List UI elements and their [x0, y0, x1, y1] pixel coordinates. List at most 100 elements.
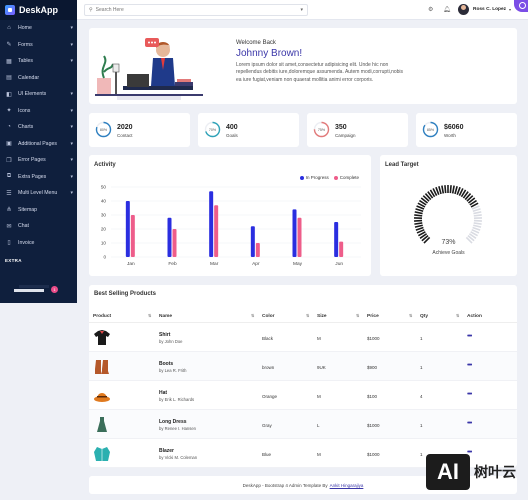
product-name[interactable]: Hat	[159, 390, 168, 396]
footer-link[interactable]: Ankit Hingarajiya	[329, 482, 364, 488]
gauge-tick	[471, 228, 480, 234]
bar-complete-may[interactable]	[297, 217, 302, 257]
gauge-percent: 73%	[441, 239, 456, 246]
dropdown-icon[interactable]: ▾	[300, 7, 303, 13]
sidebar-item-invoice[interactable]: ▯ Invoice	[0, 235, 77, 252]
copy-icon: ⧉	[6, 173, 12, 180]
more-actions-icon[interactable]: •••	[467, 449, 472, 456]
column-header[interactable]: Product	[93, 314, 112, 319]
sort-icon[interactable]: ⇅	[148, 313, 152, 318]
y-tick-label: 50	[101, 185, 107, 190]
user-name[interactable]: Ross C. Lopez	[473, 7, 507, 12]
column-header[interactable]: Name	[159, 314, 173, 319]
product-color: brown	[262, 365, 275, 370]
sort-icon[interactable]: ⇅	[306, 313, 310, 318]
product-name[interactable]: Long Dress	[159, 419, 187, 425]
sidebar-item-charts[interactable]: ◔ Charts ▾	[0, 119, 77, 136]
sidebar-item-label: Error Pages	[18, 157, 46, 164]
sidebar-item-icons[interactable]: ✦ Icons ▾	[0, 103, 77, 120]
sidebar-item-extra-pages[interactable]: ⧉ Extra Pages ▾	[0, 169, 77, 186]
sidebar-item-home[interactable]: ⌂ Home ▾	[0, 20, 77, 37]
sort-icon[interactable]: ⇅	[409, 313, 413, 318]
chevron-down-icon[interactable]: ▾	[70, 140, 73, 147]
product-color: Orange	[262, 394, 278, 399]
chevron-down-icon[interactable]: ▾	[70, 124, 73, 131]
sort-icon[interactable]: ⇅	[251, 313, 255, 318]
sort-icon[interactable]: ⇅	[456, 313, 460, 318]
table-row[interactable]: Boots by Lea R. Frith brown 9UK $900 1 •••	[89, 352, 517, 381]
extra-section-label: EXTRA	[5, 258, 22, 263]
table-row[interactable]: Hat by Erik L. Richards Orange M $100 4 •••	[89, 381, 517, 410]
sidebar-item-multi-level-menu[interactable]: ☰ Multi Level Menu ▾	[0, 185, 77, 202]
chevron-down-icon[interactable]: ▾	[70, 25, 73, 32]
chevron-down-icon[interactable]: ▾	[70, 107, 73, 114]
product-name[interactable]: Boots	[159, 361, 174, 367]
product-price: $900	[367, 365, 378, 370]
bar-in-progress-jan[interactable]	[125, 201, 130, 257]
settings-corner-icon[interactable]	[514, 0, 528, 12]
more-actions-icon[interactable]: •••	[467, 362, 472, 369]
chevron-down-icon[interactable]: ▾	[70, 190, 73, 197]
column-header[interactable]: Qty	[420, 314, 428, 319]
bar-complete-jan[interactable]	[130, 215, 135, 257]
bar-in-progress-apr[interactable]	[250, 226, 255, 257]
table-row[interactable]: Long Dress by Renee I. Hansen Gray L $1000 1 •…	[89, 410, 517, 439]
sidebar-item-chat[interactable]: ✉ Chat	[0, 218, 77, 235]
gauge-tick	[473, 214, 482, 217]
product-size: L	[317, 423, 320, 428]
bar-complete-mar[interactable]	[214, 205, 219, 257]
product-name[interactable]: Blazer	[159, 448, 175, 454]
column-header[interactable]: Color	[262, 314, 275, 319]
column-header[interactable]: Price	[367, 314, 379, 319]
sidebar-item-ui-elements[interactable]: ◧ UI Elements ▾	[0, 86, 77, 103]
gauge-tick	[460, 189, 467, 198]
sidebar-item-tables[interactable]: ▦ Tables ▾	[0, 53, 77, 70]
avatar[interactable]	[458, 4, 469, 15]
bar-complete-jun[interactable]	[339, 241, 344, 257]
more-actions-icon[interactable]: •••	[467, 420, 472, 427]
stat-card-campaign: 75% 350 Campaign	[307, 113, 408, 147]
gauge-tick	[415, 208, 424, 213]
more-actions-icon[interactable]: •••	[467, 333, 472, 340]
product-name[interactable]: Shirt	[159, 332, 171, 338]
bar-in-progress-mar[interactable]	[209, 191, 214, 257]
chevron-down-icon[interactable]: ▾	[509, 7, 512, 12]
sidebar-item-forms[interactable]: ✎ Forms ▾	[0, 37, 77, 54]
extra-item[interactable]	[0, 275, 77, 289]
product-qty: 1	[420, 452, 423, 457]
chevron-down-icon[interactable]: ▾	[70, 58, 73, 65]
sidebar-item-sitemap[interactable]: ⋔ Sitemap	[0, 202, 77, 219]
bar-complete-feb[interactable]	[172, 229, 177, 257]
gauge-tick	[473, 211, 482, 215]
table-row[interactable]: Blazer by Vicki M. Coleman Blue M $1000 1 •••	[89, 439, 517, 468]
column-header[interactable]: Size	[317, 314, 327, 319]
welcome-name: Johnny Brown!	[236, 48, 303, 59]
search-input[interactable]	[95, 7, 276, 13]
table-row[interactable]: Shirt by John Doe Black M $1000 1 •••	[89, 323, 517, 352]
brand[interactable]: DeskApp	[0, 0, 77, 20]
legend-item-complete[interactable]: Complete	[333, 175, 359, 180]
sidebar-item-error-pages[interactable]: ❐ Error Pages ▾	[0, 152, 77, 169]
more-actions-icon[interactable]: •••	[467, 391, 472, 398]
bar-in-progress-feb[interactable]	[167, 217, 172, 257]
sort-icon[interactable]: ⇅	[356, 313, 360, 318]
gauge-tick	[468, 233, 477, 239]
bar-complete-apr[interactable]	[255, 243, 260, 257]
chart-legend[interactable]: In Progress Complete	[295, 175, 359, 180]
bar-in-progress-may[interactable]	[292, 209, 297, 257]
sidebar-item-calendar[interactable]: ▤ Calendar	[0, 70, 77, 87]
sidebar-item-label: Icons	[18, 107, 31, 114]
sidebar-item-additional-pages[interactable]: ▣ Additional Pages ▾	[0, 136, 77, 153]
layers-icon: ◧	[6, 91, 12, 98]
search-box[interactable]: ⚲ ▾	[84, 4, 308, 16]
settings-icon[interactable]: ⚙	[428, 7, 434, 13]
chevron-down-icon[interactable]: ▾	[70, 173, 73, 180]
chevron-down-icon[interactable]: ▾	[70, 91, 73, 98]
bar-in-progress-jun[interactable]	[334, 222, 339, 257]
chevron-down-icon[interactable]: ▾	[70, 157, 73, 164]
chevron-down-icon[interactable]: ▾	[70, 41, 73, 48]
notification-icon[interactable]: 🔔︎	[443, 7, 451, 13]
product-price: $1000	[367, 452, 380, 457]
legend-item-in-progress[interactable]: In Progress	[299, 175, 329, 180]
home-icon: ⌂	[7, 25, 11, 32]
